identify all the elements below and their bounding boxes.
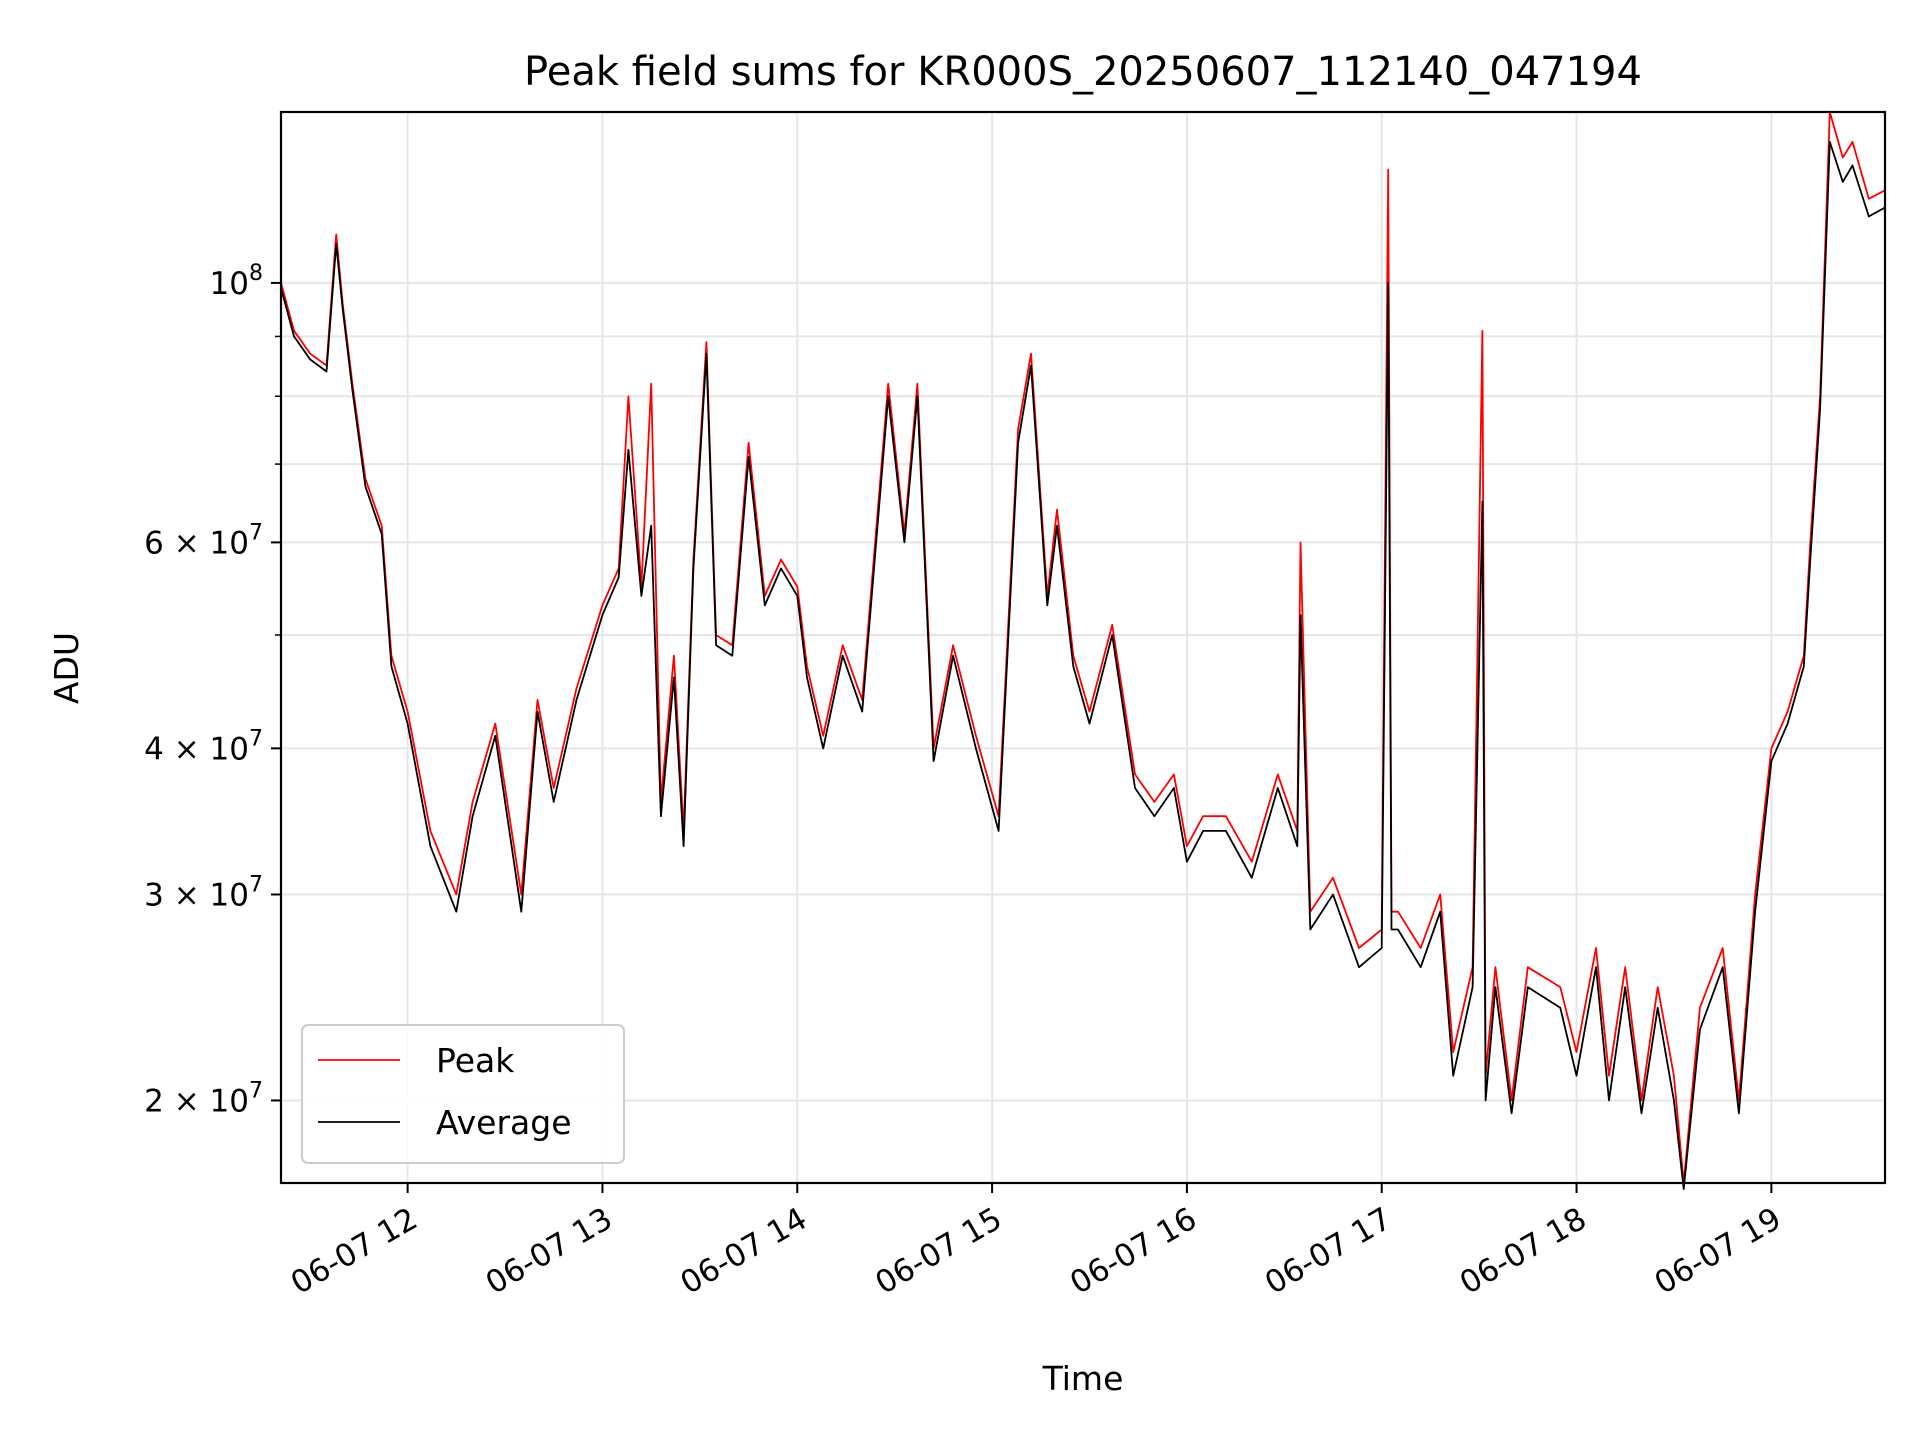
y-tick-base: 10 bbox=[210, 266, 249, 302]
legend: Peak Average bbox=[301, 1024, 625, 1164]
y-tick-base: 3 × 10 bbox=[144, 877, 249, 913]
y-tick-label: 108 bbox=[210, 261, 263, 302]
y-tick-exponent: 7 bbox=[249, 520, 263, 545]
legend-label-peak: Peak bbox=[436, 1041, 515, 1080]
series-line-peak bbox=[280, 111, 1886, 1184]
y-tick-label: 2 × 107 bbox=[144, 1078, 263, 1119]
y-tick-exponent: 7 bbox=[249, 1078, 263, 1103]
y-tick-exponent: 8 bbox=[249, 261, 263, 286]
y-tick-base: 2 × 10 bbox=[144, 1083, 249, 1119]
y-axis-label: ADU bbox=[47, 632, 86, 704]
y-tick-label: 3 × 107 bbox=[144, 872, 263, 913]
chart-title: Peak field sums for KR000S_20250607_1121… bbox=[524, 49, 1642, 95]
grid-lines bbox=[281, 112, 1885, 1183]
series-lines bbox=[280, 111, 1886, 1190]
y-tick-exponent: 7 bbox=[249, 872, 263, 897]
y-tick-base: 6 × 10 bbox=[144, 525, 249, 561]
y-tick-label: 4 × 107 bbox=[144, 726, 263, 767]
y-tick-base: 4 × 10 bbox=[144, 731, 249, 767]
x-axis-label: Time bbox=[1042, 1359, 1124, 1398]
y-tick-exponent: 7 bbox=[249, 726, 263, 751]
series-line-average bbox=[280, 140, 1886, 1190]
y-tick-label: 6 × 107 bbox=[144, 520, 263, 561]
legend-label-average: Average bbox=[436, 1103, 572, 1142]
plot-frame bbox=[279, 110, 1887, 1185]
